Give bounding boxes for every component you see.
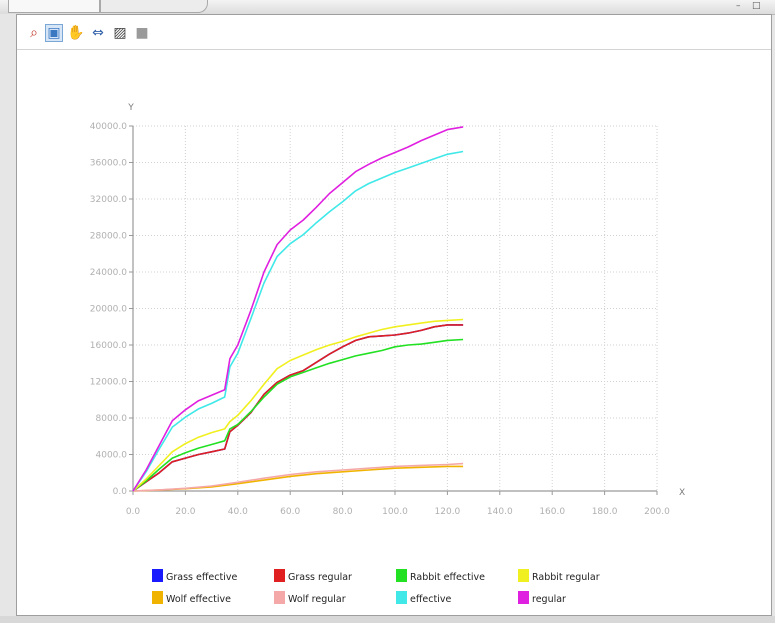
chart-toolbar: ⌕ ▣ ✋ ⇔ ▨ ■ [17, 15, 771, 50]
legend-swatch-0 [152, 569, 163, 582]
series-line-1 [132, 324, 464, 492]
legend-label-0: Grass effective [166, 572, 237, 583]
y-tick-label: 16000.0 [90, 341, 127, 351]
editor-tab-1[interactable] [8, 0, 100, 13]
legend-label-7: regular [532, 594, 566, 605]
status-bar [0, 616, 775, 623]
x-tick-label: 120.0 [435, 507, 461, 517]
export-icon[interactable]: ▨ [113, 25, 127, 41]
y-tick-label: 4000.0 [96, 451, 128, 461]
x-tick-label: 140.0 [487, 507, 513, 517]
y-tick-label: 32000.0 [90, 195, 127, 205]
pan-icon[interactable]: ✋ [67, 25, 85, 41]
y-tick-label: 0.0 [113, 487, 128, 497]
y-tick-label: 12000.0 [90, 378, 127, 388]
chart-view-panel: ⌕ ▣ ✋ ⇔ ▨ ■ [16, 14, 772, 616]
options-icon[interactable]: ■ [135, 25, 149, 41]
minimize-button[interactable]: – [736, 1, 741, 11]
x-tick-label: 0.0 [126, 507, 141, 517]
x-tick-label: 80.0 [333, 507, 353, 517]
legend-swatch-1 [274, 569, 285, 582]
legend-swatch-5 [274, 591, 285, 604]
left-margin [0, 14, 16, 623]
series-line-7 [132, 126, 464, 492]
y-tick-label: 28000.0 [90, 232, 127, 242]
legend-label-6: effective [410, 594, 451, 605]
x-axis-label: X [679, 488, 685, 498]
chart-legend: Grass effective Grass regular Rabbit effec… [152, 569, 600, 605]
legend-swatch-3 [518, 569, 529, 582]
legend-label-4: Wolf effective [166, 594, 231, 605]
maximize-button[interactable]: □ [752, 1, 761, 11]
x-tick-label: 60.0 [280, 507, 300, 517]
y-tick-label: 20000.0 [90, 305, 127, 315]
zoom-select-icon[interactable]: ⌕ [30, 25, 38, 41]
x-tick-label: 200.0 [644, 507, 670, 517]
legend-swatch-6 [396, 591, 407, 604]
series-line-4 [132, 465, 464, 492]
x-tick-label: 20.0 [175, 507, 195, 517]
y-axis-label: Y [127, 103, 134, 113]
legend-label-3: Rabbit regular [532, 572, 600, 583]
x-tick-label: 160.0 [539, 507, 565, 517]
legend-label-1: Grass regular [288, 572, 352, 583]
legend-label-2: Rabbit effective [410, 572, 485, 583]
chart-grid [133, 125, 658, 491]
legend-swatch-4 [152, 591, 163, 604]
series-line-3 [132, 318, 464, 492]
zoom-box-icon[interactable]: ▣ [45, 24, 63, 42]
fit-icon[interactable]: ⇔ [92, 25, 104, 41]
legend-swatch-2 [396, 569, 407, 582]
legend-label-5: Wolf regular [288, 594, 346, 605]
x-tick-label: 180.0 [592, 507, 618, 517]
y-tick-label: 40000.0 [90, 122, 127, 132]
x-tick-label: 100.0 [382, 507, 408, 517]
y-tick-label: 24000.0 [90, 268, 127, 278]
chart-axes: 0.0 20.0 40.0 60.0 80.0 100.0 120.0 140.0 160.0 1… [90, 103, 685, 517]
legend-swatch-7 [518, 591, 529, 604]
y-tick-label: 36000.0 [90, 159, 127, 169]
series-line-2 [132, 338, 464, 492]
series-line-6 [132, 150, 464, 492]
x-tick-label: 40.0 [228, 507, 248, 517]
chart-series [132, 126, 464, 492]
series-line-5 [132, 462, 464, 492]
y-tick-label: 8000.0 [96, 414, 128, 424]
